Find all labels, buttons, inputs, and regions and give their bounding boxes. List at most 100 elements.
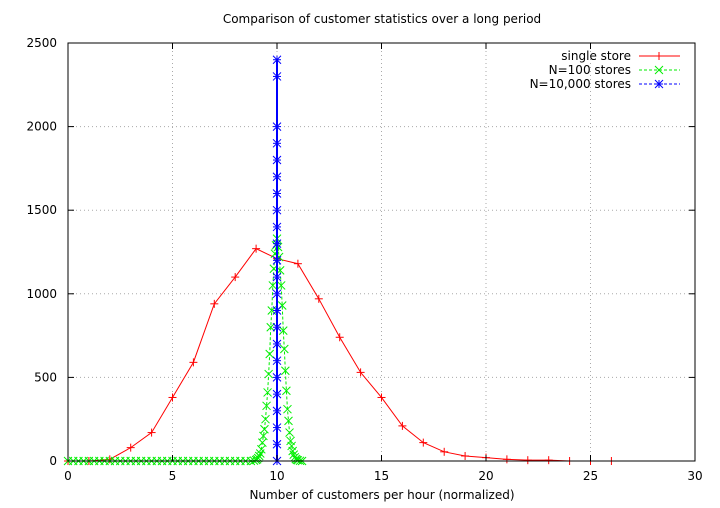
data-point-n10000-stores-stroke: [272, 306, 282, 315]
data-point-n100-stores-stroke: [278, 326, 288, 335]
x-tick-label: 5: [169, 469, 177, 483]
data-point-n10000-stores: [272, 222, 282, 232]
data-point-n10000-stores-stroke: [272, 155, 282, 165]
x-tick-label: 15: [374, 469, 389, 483]
data-point-n100-stores: [279, 344, 289, 354]
data-point-n10000-stores-stroke: [272, 205, 282, 215]
data-point-single-store: [293, 259, 302, 268]
data-point-n10000-stores: [272, 172, 282, 182]
data-point-n100-stores-stroke: [287, 441, 296, 451]
data-point-n10000-stores: [272, 389, 282, 399]
data-point-n100-stores-stroke: [293, 455, 303, 465]
x-tick-label: 20: [478, 469, 493, 483]
data-point-n100-stores-stroke: [281, 366, 290, 376]
data-point-n100-stores-stroke: [276, 281, 286, 290]
series-layer: [63, 55, 616, 466]
axis-ticks: 0 5 10 15 20 25 30 0 500 1000 1500 2000 2500: [26, 36, 702, 483]
data-point-n100-stores-stroke: [262, 401, 271, 411]
data-point-n10000-stores-stroke: [272, 289, 282, 299]
data-point-n100-stores-stroke: [254, 451, 264, 461]
data-point-single-store: [502, 455, 511, 464]
data-point-n10000-stores: [272, 356, 282, 366]
data-point-single-store: [523, 456, 532, 465]
data-point-n100-stores: [287, 441, 296, 451]
data-point-n10000-stores: [272, 122, 282, 131]
legend-label: single store: [561, 49, 631, 63]
data-point-single-store: [398, 421, 407, 430]
data-point-single-store: [440, 447, 449, 456]
data-point-n100-stores: [284, 416, 293, 426]
data-point-n100-stores-stroke: [264, 369, 273, 379]
data-point-n100-stores-stroke: [263, 388, 272, 397]
series-line-n100-stores: [68, 238, 303, 462]
data-point-n10000-stores: [272, 239, 282, 248]
data-point-n100-stores: [265, 349, 275, 359]
data-point-n10000-stores-stroke: [272, 356, 282, 366]
data-point-n100-stores-stroke: [258, 438, 267, 447]
data-point-single-store: [231, 273, 240, 282]
legend-marker: [654, 79, 664, 89]
data-point-n10000-stores-stroke: [272, 55, 282, 65]
legend-marker: [655, 52, 663, 60]
data-point-n100-stores: [282, 386, 291, 396]
legend-label: N=100 stores: [549, 63, 631, 77]
data-point-n10000-stores-stroke: [272, 138, 282, 148]
legend-marker: [654, 65, 664, 75]
y-tick-label: 500: [34, 370, 57, 384]
data-point-n100-stores: [262, 401, 271, 411]
x-tick-label: 30: [687, 469, 702, 483]
data-point-n100-stores: [281, 366, 290, 376]
data-point-n100-stores: [268, 281, 278, 290]
data-point-n100-stores-stroke: [266, 322, 276, 332]
data-point-n100-stores-stroke: [261, 414, 270, 424]
data-point-n100-stores: [285, 428, 294, 437]
data-point-n10000-stores: [272, 55, 282, 65]
data-point-single-store: [210, 299, 219, 308]
data-point-n10000-stores-stroke: [272, 389, 282, 399]
data-point-n10000-stores: [272, 423, 282, 432]
series-single-store: [64, 244, 616, 465]
data-point-n100-stores-stroke: [289, 450, 299, 459]
data-point-n10000-stores-stroke: [272, 172, 282, 182]
data-point-single-store: [168, 393, 177, 402]
data-point-single-store: [356, 368, 365, 377]
data-point-single-store: [252, 244, 261, 253]
data-point-n10000-stores: [272, 306, 282, 315]
y-tick-label: 1500: [26, 203, 57, 217]
data-point-n100-stores-stroke: [282, 386, 291, 396]
data-point-n100-stores-stroke: [285, 428, 294, 437]
data-point-n100-stores: [276, 281, 286, 290]
data-point-n10000-stores: [272, 289, 282, 299]
data-point-n100-stores-stroke: [268, 281, 278, 290]
data-point-n10000-stores-stroke: [272, 423, 282, 432]
data-point-single-store: [461, 451, 470, 460]
x-axis-label: Number of customers per hour (normalized…: [249, 488, 514, 502]
data-point-single-store: [335, 333, 344, 342]
data-point-n100-stores-stroke: [265, 349, 275, 359]
y-tick-label: 2500: [26, 36, 57, 50]
data-point-n10000-stores: [272, 189, 282, 198]
data-point-n10000-stores-stroke: [272, 122, 282, 131]
data-point-n100-stores: [263, 388, 272, 397]
y-tick-label: 1000: [26, 287, 57, 301]
data-point-n100-stores: [286, 436, 295, 446]
data-point-n10000-stores: [272, 373, 282, 382]
data-point-n100-stores: [264, 369, 273, 379]
data-point-n10000-stores: [272, 205, 282, 215]
data-point-n100-stores: [283, 404, 292, 414]
data-point-single-store: [314, 294, 323, 303]
data-point-n100-stores: [266, 322, 276, 332]
data-point-n10000-stores: [272, 406, 282, 416]
data-point-n10000-stores-stroke: [272, 72, 282, 81]
data-point-n100-stores-stroke: [279, 344, 289, 354]
data-point-n10000-stores-stroke: [272, 239, 282, 248]
data-point-n100-stores-stroke: [259, 431, 268, 441]
legend-label: N=10,000 stores: [530, 77, 631, 91]
data-point-n10000-stores-stroke: [272, 189, 282, 198]
x-tick-label: 10: [269, 469, 284, 483]
data-point-n10000-stores: [272, 155, 282, 165]
data-point-single-store: [189, 358, 198, 367]
data-point-n10000-stores-stroke: [272, 373, 282, 382]
data-point-single-store: [419, 438, 428, 447]
